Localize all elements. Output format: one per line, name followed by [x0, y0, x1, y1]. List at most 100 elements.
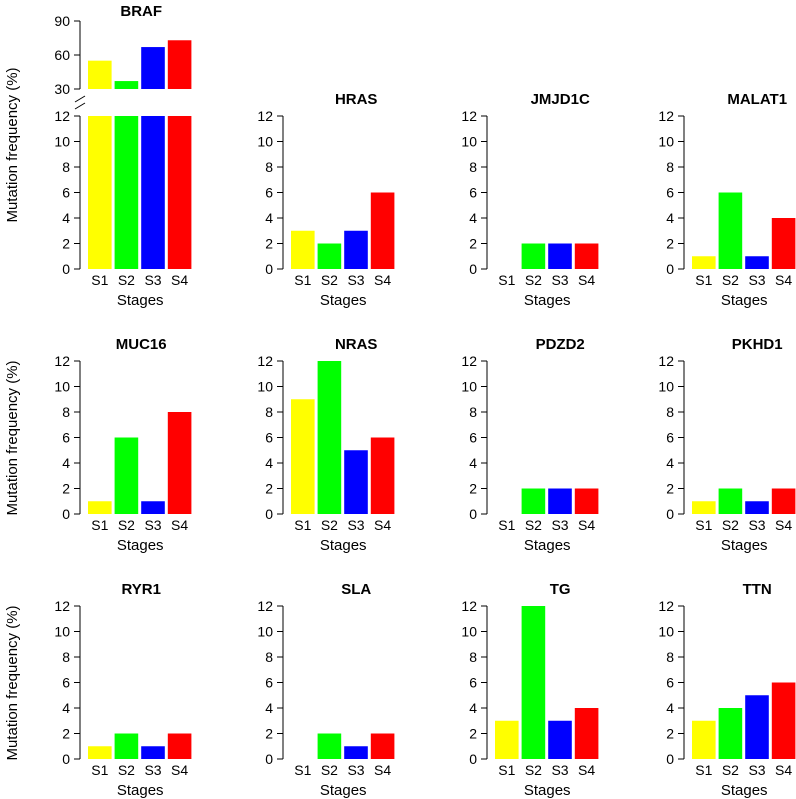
y-tick-label: 12 — [461, 353, 477, 369]
panel-braf: BRAF 0 2 4 6 8 10 12 30 60 90 S1 S2 S3 S4 Stages — [54, 3, 192, 309]
x-tick-label: S3 — [551, 517, 568, 533]
bar-s4 — [771, 218, 796, 269]
bar-s4 — [574, 488, 599, 514]
y-tick-label: 12 — [658, 108, 674, 124]
x-axis-label: Stages — [721, 537, 768, 554]
x-tick-label: S3 — [347, 762, 364, 778]
bar-s4 — [574, 708, 599, 759]
x-tick-label: S1 — [294, 762, 311, 778]
y-tick-label: 6 — [469, 185, 477, 201]
y-tick-label: 8 — [62, 404, 70, 420]
y-tick-label: 6 — [265, 675, 273, 691]
x-axis-label: Stages — [524, 782, 571, 799]
panel-title: HRAS — [335, 91, 378, 108]
x-tick-label: S2 — [118, 762, 135, 778]
y-tick-label: 2 — [62, 236, 70, 252]
bar-s2 — [317, 243, 342, 269]
y-tick-label: 2 — [666, 726, 674, 742]
x-tick-label: S1 — [91, 762, 108, 778]
y-tick-label: 8 — [265, 649, 273, 665]
y-tick-label: 10 — [257, 379, 273, 395]
x-tick-label: S1 — [695, 517, 712, 533]
x-tick-label: S2 — [525, 272, 542, 288]
y-tick-label: 60 — [54, 47, 70, 63]
y-tick-label: 10 — [658, 134, 674, 150]
y-tick-label: 8 — [469, 404, 477, 420]
y-tick-label: 4 — [62, 210, 70, 226]
x-axis-label: Stages — [320, 782, 367, 799]
panel-title: NRAS — [335, 336, 378, 353]
x-tick-label: S4 — [171, 762, 188, 778]
bar-s3-upper — [141, 47, 165, 89]
y-tick-label: 4 — [666, 700, 674, 716]
y-tick-label: 90 — [54, 13, 70, 29]
y-tick-label: 10 — [257, 624, 273, 640]
y-tick-label: 2 — [62, 481, 70, 497]
y-tick-label: 10 — [461, 134, 477, 150]
panel-title: TG — [550, 581, 571, 598]
bar-s3 — [344, 230, 368, 269]
y-tick-label: 4 — [265, 210, 273, 226]
bar-s2 — [114, 733, 139, 759]
x-tick-label: S4 — [374, 517, 391, 533]
x-tick-label: S4 — [775, 517, 792, 533]
y-tick-label: 0 — [62, 751, 70, 767]
y-tick-label: 4 — [62, 455, 70, 471]
x-axis-label: Stages — [721, 292, 768, 309]
panel-jmjd1c: JMJD1C 0 2 4 6 8 10 12 S1 S2 S3 S4 Stages — [461, 91, 599, 309]
y-tick-label: 10 — [54, 624, 70, 640]
bar-s2 — [521, 243, 546, 269]
x-tick-label: S2 — [722, 762, 739, 778]
y-tick-label: 2 — [265, 236, 273, 252]
panel-tg: TG 0 2 4 6 8 10 12 S1 S2 S3 S4 Stages — [461, 581, 599, 799]
panel-nras: NRAS 0 2 4 6 8 10 12 S1 S2 S3 S4 Stages — [257, 336, 395, 554]
bar-s3 — [548, 720, 572, 759]
y-tick-label: 4 — [469, 210, 477, 226]
bar-s1 — [692, 720, 716, 759]
x-tick-label: S2 — [525, 762, 542, 778]
x-tick-label: S1 — [695, 762, 712, 778]
x-tick-label: S1 — [294, 272, 311, 288]
y-tick-label: 6 — [265, 430, 273, 446]
panel-ttn: TTN 0 2 4 6 8 10 12 S1 S2 S3 S4 Stages — [658, 581, 796, 799]
y-tick-label: 8 — [62, 649, 70, 665]
x-axis-label: Stages — [117, 782, 164, 799]
y-tick-label: 0 — [265, 751, 273, 767]
x-tick-label: S3 — [748, 762, 765, 778]
y-axis-label: Mutation frequency (%) — [4, 67, 21, 222]
x-tick-label: S2 — [722, 272, 739, 288]
x-axis-label: Stages — [721, 782, 768, 799]
x-tick-label: S2 — [321, 272, 338, 288]
y-tick-label: 4 — [62, 700, 70, 716]
y-tick-label: 8 — [666, 404, 674, 420]
bar-s2 — [521, 606, 546, 759]
panel-title: BRAF — [120, 3, 162, 20]
x-tick-label: S2 — [321, 762, 338, 778]
bar-s4 — [370, 192, 395, 269]
panel-hras: HRAS 0 2 4 6 8 10 12 S1 S2 S3 S4 Stages — [257, 91, 395, 309]
x-tick-label: S4 — [171, 272, 188, 288]
y-tick-label: 8 — [666, 159, 674, 175]
panel-pkhd1: PKHD1 0 2 4 6 8 10 12 S1 S2 S3 S4 Stages — [658, 336, 796, 554]
y-tick-label: 2 — [469, 726, 477, 742]
panel-sla: SLA 0 2 4 6 8 10 12 S1 S2 S3 S4 Stages — [257, 581, 395, 799]
y-tick-label: 4 — [666, 455, 674, 471]
y-tick-label: 12 — [658, 353, 674, 369]
y-tick-label: 0 — [666, 506, 674, 522]
bar-s1-upper — [88, 60, 112, 89]
y-tick-label: 6 — [62, 675, 70, 691]
bar-s1 — [88, 746, 112, 759]
y-tick-label: 12 — [658, 598, 674, 614]
x-tick-label: S3 — [347, 272, 364, 288]
y-tick-label: 0 — [62, 506, 70, 522]
y-tick-label: 12 — [257, 108, 273, 124]
x-tick-label: S2 — [321, 517, 338, 533]
y-tick-label: 8 — [62, 159, 70, 175]
x-tick-label: S1 — [498, 272, 515, 288]
x-tick-label: S4 — [775, 762, 792, 778]
y-tick-label: 6 — [265, 185, 273, 201]
y-tick-label: 2 — [666, 481, 674, 497]
bar-s2 — [114, 116, 139, 269]
axis-break-mark — [74, 102, 86, 110]
